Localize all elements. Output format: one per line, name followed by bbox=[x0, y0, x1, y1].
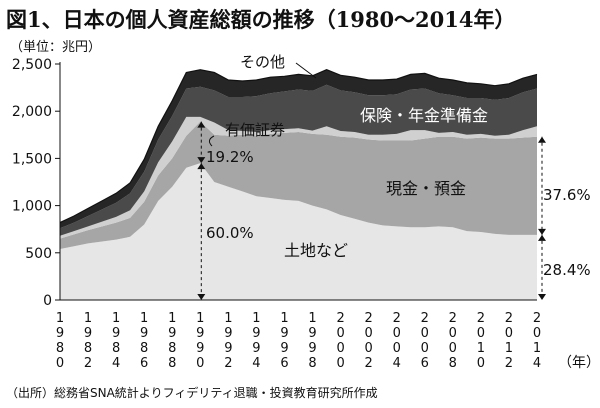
area-other bbox=[60, 69, 537, 229]
arrow-head bbox=[197, 121, 206, 128]
area-layers bbox=[59, 69, 538, 300]
x-axis-unit: （年） bbox=[558, 355, 600, 371]
annotation-28-4-percent: 28.4% bbox=[543, 261, 591, 279]
annotations: 19.2% 60.0% 37.6% 28.4% bbox=[197, 121, 591, 300]
chart-title: 図1、日本の個人資産総額の推移（1980～2014年） bbox=[6, 7, 516, 32]
area-insurance-pension bbox=[60, 84, 537, 236]
leader-line-securities bbox=[208, 135, 215, 147]
y-tick-label: 500 bbox=[25, 246, 52, 262]
area-cash-deposits bbox=[60, 121, 537, 249]
series-label-other: その他 bbox=[240, 53, 285, 71]
annotation-37-6-percent: 37.6% bbox=[543, 186, 591, 204]
arrow-head bbox=[538, 136, 546, 143]
axes: 0 500 1,000 1,500 2,000 2,500 1 9 8 0 1 9 8 2 1 9 8 4 1 9 8 6… bbox=[12, 57, 541, 371]
y-tick-label: 1,000 bbox=[12, 199, 52, 215]
arrow-head bbox=[197, 157, 206, 164]
arrow-head bbox=[197, 163, 206, 170]
arrow-head bbox=[538, 234, 546, 241]
series-label-securities: 有価証券 bbox=[225, 121, 285, 139]
area-securities bbox=[60, 116, 537, 239]
arrow-head bbox=[197, 294, 206, 300]
annotation-60-percent: 60.0% bbox=[206, 224, 254, 242]
total-outline bbox=[59, 69, 538, 224]
series-labels: 土地など 現金・預金 有価証券 保険・年金準備金 その他 bbox=[208, 53, 488, 260]
y-tick-label: 2,500 bbox=[12, 57, 52, 73]
source-note: （出所）総務省SNA統計よりフィデリティ退職・投資教育研究所作成 bbox=[6, 386, 378, 400]
y-tick-label: 1,500 bbox=[12, 151, 52, 167]
arrow-head bbox=[538, 294, 546, 300]
y-tick-label: 2,000 bbox=[12, 104, 52, 120]
y-tick-label: 0 bbox=[43, 293, 52, 309]
annotation-19-2-percent: 19.2% bbox=[206, 148, 254, 166]
series-label-cash-deposits: 現金・預金 bbox=[386, 179, 466, 198]
series-label-insurance: 保険・年金準備金 bbox=[360, 106, 488, 125]
area-land bbox=[60, 163, 537, 300]
arrow-head bbox=[538, 228, 546, 235]
leader-line-other bbox=[295, 62, 317, 79]
series-label-land: 土地など bbox=[284, 241, 348, 260]
unit-label: （単位：兆円） bbox=[10, 40, 102, 55]
